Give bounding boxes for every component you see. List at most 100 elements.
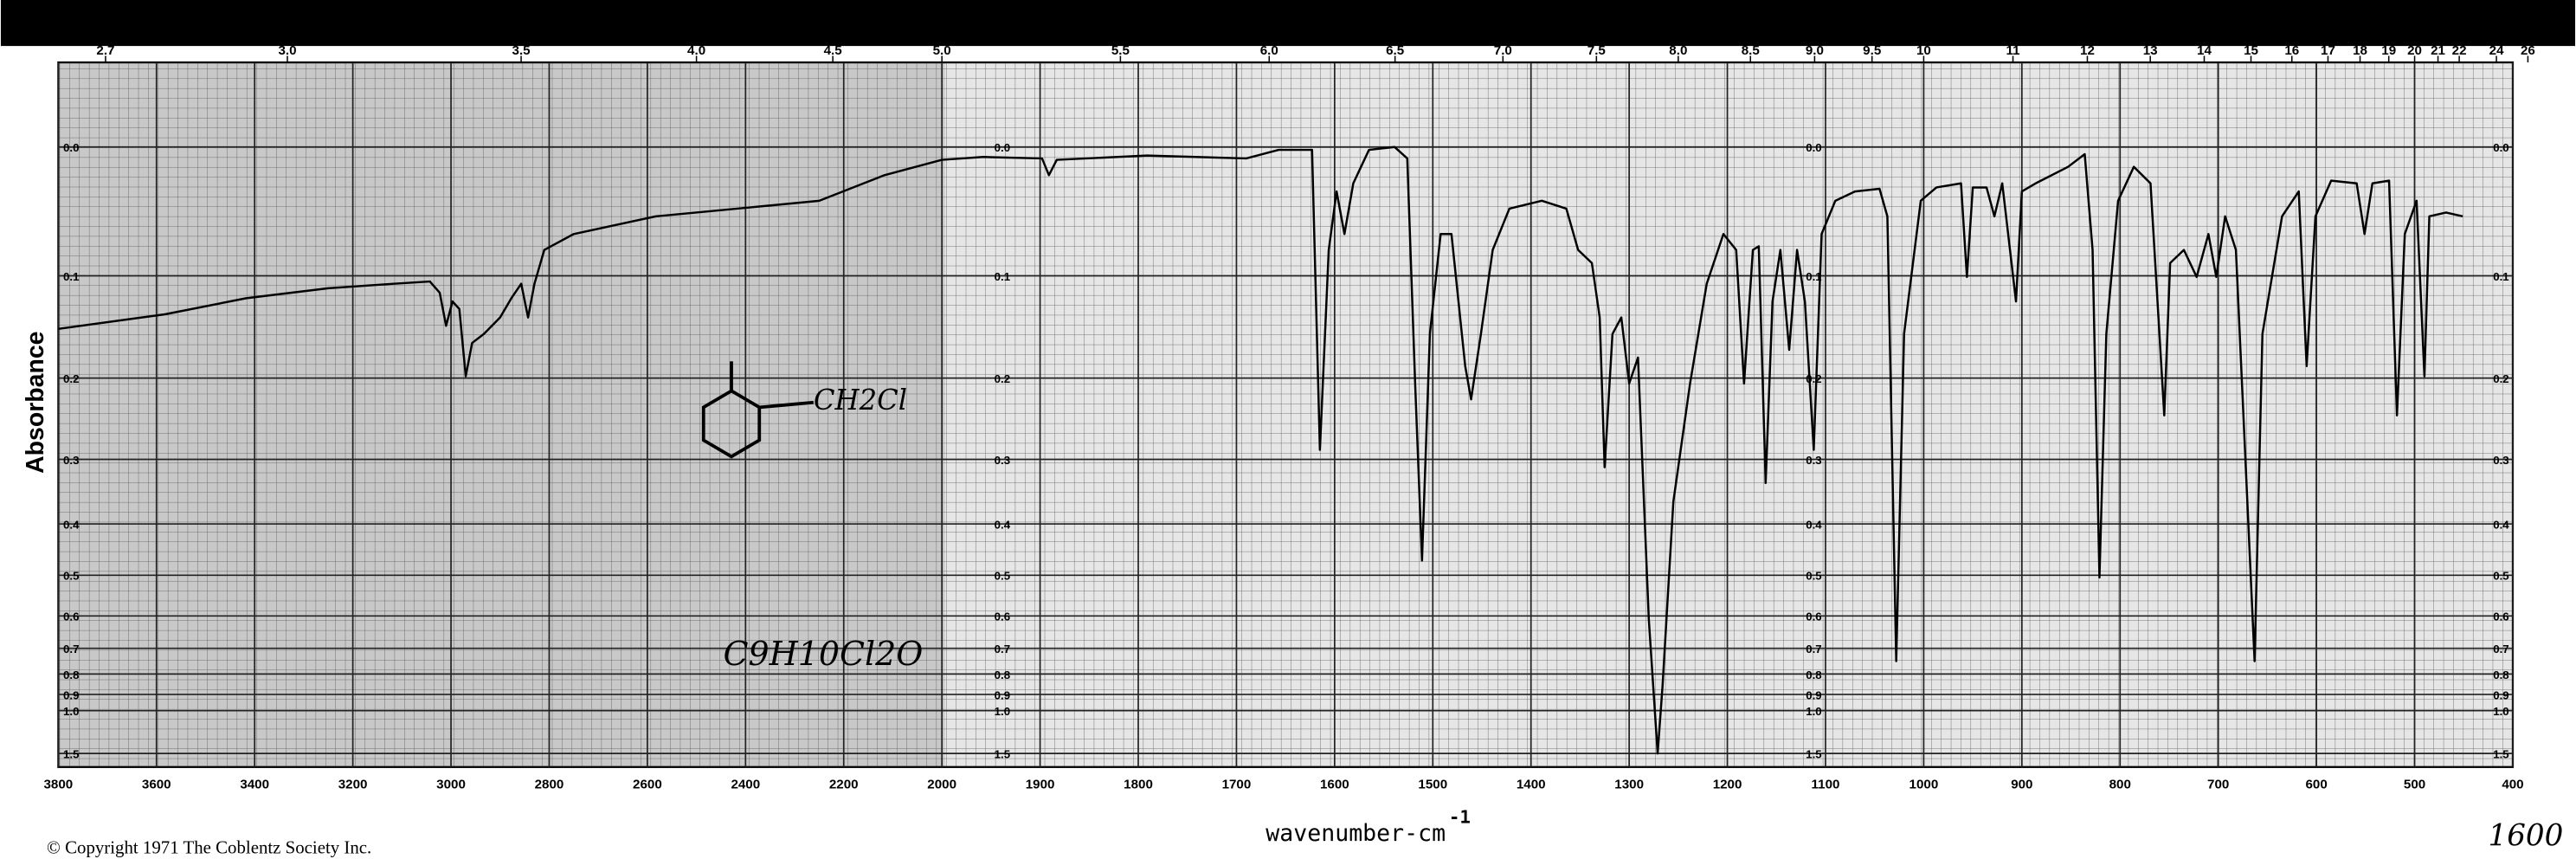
y-tick-label: 0.2 xyxy=(63,372,79,385)
x2-tick-label: 13 xyxy=(2143,43,2158,58)
y-tick-label: 1.5 xyxy=(63,748,80,761)
x2-tick-label: 4.0 xyxy=(687,43,705,58)
x2-tick-label: 4.5 xyxy=(824,43,842,58)
y-tick-label: 0.5 xyxy=(2493,570,2509,583)
benzene-ring xyxy=(701,361,815,459)
x-tick-label: 3200 xyxy=(338,778,368,792)
y-tick-label: 0.1 xyxy=(1806,270,1822,283)
x2-tick-label: 18 xyxy=(2353,43,2367,58)
x-tick-label: 2400 xyxy=(731,778,760,792)
x-tick-label: 2800 xyxy=(535,778,564,792)
x-tick-label: 3000 xyxy=(436,778,466,792)
y-tick-label: 0.7 xyxy=(995,643,1010,656)
formula-annotation: C9H10Cl2O xyxy=(724,635,924,673)
x-tick-label: 1900 xyxy=(1026,778,1055,792)
y-tick-label: 0.8 xyxy=(63,668,79,681)
y-tick-label: 1.0 xyxy=(63,705,79,718)
y-tick-label: 0.4 xyxy=(995,518,1011,531)
y-tick-label: 1.0 xyxy=(2493,705,2508,718)
y-tick-label: 0.0 xyxy=(63,141,79,154)
x-tick-label: 700 xyxy=(2207,778,2229,792)
x2-tick-label: 6.0 xyxy=(1260,43,1278,58)
y-tick-label: 1.5 xyxy=(1806,748,1822,761)
y-tick-label: 0.4 xyxy=(2493,518,2509,531)
structure-annotation: CH2Cl xyxy=(814,384,907,417)
y-tick-label: 0.4 xyxy=(63,518,80,531)
y-tick-label: 0.0 xyxy=(1806,141,1821,154)
x2-tick-label: 17 xyxy=(2321,43,2335,58)
y-tick-label: 1.0 xyxy=(1806,705,1821,718)
y-tick-label: 0.3 xyxy=(63,454,79,467)
x2-tick-label: 2.7 xyxy=(96,43,114,58)
grid: 3800 3600 3400 3200 3000 2800 2600 2400 2200 2000… xyxy=(43,43,2534,792)
x-tick-label: 1500 xyxy=(1418,778,1447,792)
x-tick-label: 800 xyxy=(2109,778,2131,792)
x2-tick-label: 9.5 xyxy=(1863,43,1881,58)
y-tick-label: 0.8 xyxy=(995,668,1010,681)
y-tick-label: 0.9 xyxy=(995,688,1010,701)
x-tick-label: 1700 xyxy=(1222,778,1252,792)
x-axis-label: wavenumber-cm xyxy=(1265,820,1446,847)
y-tick-label: 0.6 xyxy=(995,610,1010,623)
x2-tick-label: 7.0 xyxy=(1494,43,1512,58)
x-tick-label: 3600 xyxy=(142,778,171,792)
y-tick-label: 1.0 xyxy=(995,705,1010,718)
plot-frame xyxy=(57,61,2515,768)
x2-tick-label: 15 xyxy=(2244,43,2258,58)
y-tick-label: 1.5 xyxy=(995,748,1011,761)
y-tick-label: 0.1 xyxy=(995,270,1011,283)
x-tick-label: 500 xyxy=(2404,778,2425,792)
x2-tick-label: 10 xyxy=(1916,43,1931,58)
y-tick-label: 0.5 xyxy=(1806,570,1822,583)
x2-tick-label: 6.5 xyxy=(1386,43,1404,58)
y-tick-label: 0.3 xyxy=(2493,454,2508,467)
y-tick-label: 0.8 xyxy=(2493,668,2508,681)
x-tick-label: 1800 xyxy=(1124,778,1153,792)
x2-tick-label: 11 xyxy=(2006,43,2020,58)
x2-tick-label: 3.0 xyxy=(278,43,296,58)
x-tick-label: 400 xyxy=(2502,778,2523,792)
x2-tick-label: 19 xyxy=(2381,43,2396,58)
x2-tick-label: 21 xyxy=(2431,43,2445,58)
x-tick-label: 1000 xyxy=(1909,778,1939,792)
x2-tick-label: 22 xyxy=(2452,43,2467,58)
y-tick-label: 0.2 xyxy=(995,372,1010,385)
y-tick-label: 0.1 xyxy=(2493,270,2509,283)
spectrum-line xyxy=(58,145,2463,755)
y-tick-label: 0.9 xyxy=(1806,688,1821,701)
y-tick-label: 0.6 xyxy=(2493,610,2508,623)
y-tick-label: 0.8 xyxy=(1806,668,1821,681)
x-tick-label: 600 xyxy=(2305,778,2327,792)
x2-tick-label: 12 xyxy=(2080,43,2095,58)
y-tick-label: 0.9 xyxy=(63,688,79,701)
x-tick-label: 900 xyxy=(2011,778,2032,792)
x2-tick-label: 5.0 xyxy=(933,43,951,58)
y-tick-label: 1.5 xyxy=(2493,748,2509,761)
x2-tick-label: 24 xyxy=(2489,43,2504,58)
y-tick-label: 0.1 xyxy=(63,270,80,283)
y-tick-label: 0.3 xyxy=(1806,454,1821,467)
y-tick-label: 0.7 xyxy=(2493,643,2508,656)
x2-tick-label: 9.0 xyxy=(1806,43,1824,58)
x-tick-label: 1100 xyxy=(1812,778,1840,792)
y-tick-label: 0.5 xyxy=(63,570,80,583)
x-axis-label-exponent: -1 xyxy=(1449,807,1471,828)
y-axis-label: Absorbance xyxy=(22,332,49,474)
x2-tick-label: 7.5 xyxy=(1587,43,1606,58)
y-tick-label: 0.7 xyxy=(63,643,79,656)
spectrum xyxy=(58,145,2463,755)
x2-tick-label: 5.5 xyxy=(1111,43,1130,58)
x2-tick-label: 20 xyxy=(2407,43,2422,58)
x-tick-label: 3400 xyxy=(240,778,269,792)
y-tick-label: 0.3 xyxy=(995,454,1010,467)
x2-tick-label: 14 xyxy=(2197,43,2212,58)
x-tick-label: 2000 xyxy=(927,778,956,792)
x-tick-label: 1300 xyxy=(1614,778,1644,792)
y-tick-label: 0.4 xyxy=(1806,518,1822,531)
handwritten-note: 1600 xyxy=(2489,818,2564,853)
x-tick-label: 3800 xyxy=(43,778,73,792)
x2-tick-label: 8.5 xyxy=(1742,43,1760,58)
x-tick-label: 2600 xyxy=(633,778,662,792)
y-tick-label: 0.7 xyxy=(1806,643,1821,656)
